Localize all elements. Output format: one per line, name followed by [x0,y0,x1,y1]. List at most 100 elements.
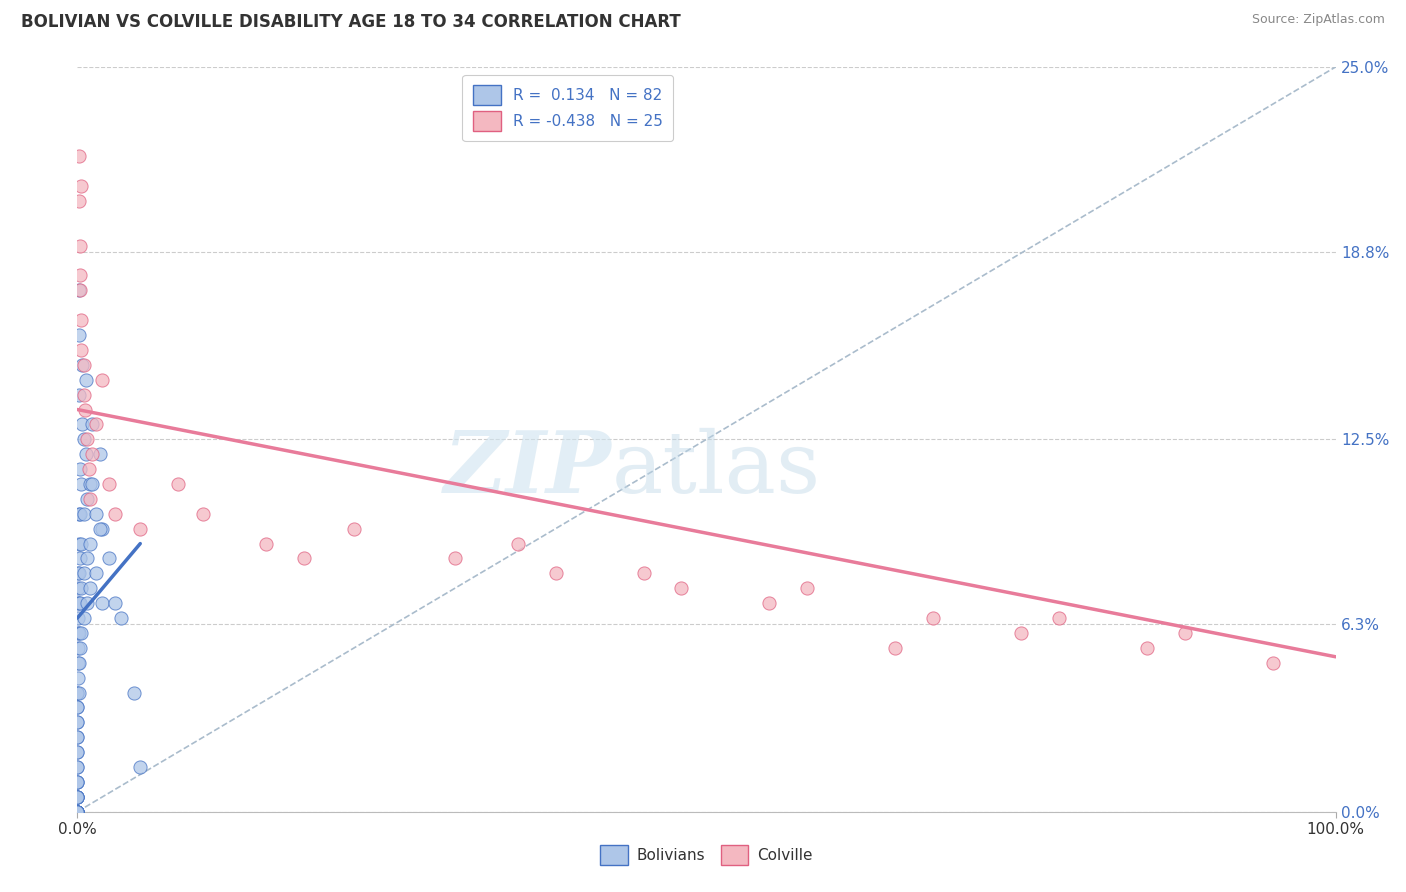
Point [70,536,93,550]
Point [884,640,907,655]
Point [72,358,94,372]
Point [110,611,132,625]
Point [66,596,89,610]
Point [254,536,277,550]
Point [1136,640,1159,655]
Point [66,805,89,819]
Point [72,387,94,401]
Point [67,566,90,581]
Point [66,805,89,819]
Point [66,789,89,804]
Point [91,596,114,610]
Point [66,775,89,789]
Point [66,730,89,744]
Point [66,715,89,730]
Point [66,805,89,819]
Point [66,775,89,789]
Point [67,626,90,640]
Point [69,551,91,566]
Point [70,626,93,640]
Point [66,640,89,655]
Point [76,551,98,566]
Point [671,582,693,596]
Point [66,685,89,699]
Point [69,238,91,252]
Point [70,313,93,327]
Point [69,268,91,283]
Point [292,551,315,566]
Point [66,715,89,730]
Point [758,596,780,610]
Point [66,760,89,774]
Point [66,775,89,789]
Point [72,433,94,447]
Point [66,805,89,819]
Point [66,789,89,804]
Point [70,582,93,596]
Point [84,507,107,521]
Point [72,566,94,581]
Text: atlas: atlas [612,427,821,511]
Point [79,491,101,506]
Point [66,805,89,819]
Point [67,328,90,343]
Point [79,536,101,550]
Point [72,611,94,625]
Point [97,477,120,491]
Point [104,507,127,521]
Point [73,402,96,417]
Point [69,640,91,655]
Point [67,387,90,401]
Point [70,477,93,491]
Point [89,522,111,536]
Point [66,745,89,759]
Point [1174,626,1197,640]
Point [67,149,90,163]
Point [66,789,89,804]
Point [796,582,818,596]
Point [89,447,111,461]
Point [69,507,91,521]
Point [129,760,152,774]
Point [72,417,94,432]
Point [66,566,89,581]
Point [66,789,89,804]
Point [67,536,90,550]
Point [633,566,655,581]
Point [91,522,114,536]
Point [72,358,94,372]
Point [66,656,89,670]
Point [82,417,104,432]
Point [66,805,89,819]
Point [97,551,120,566]
Point [66,760,89,774]
Point [66,805,89,819]
Point [343,522,366,536]
Point [66,805,89,819]
Point [66,700,89,714]
Point [79,477,101,491]
Point [66,626,89,640]
Point [544,566,567,581]
Point [66,745,89,759]
Point [69,596,91,610]
Point [66,582,89,596]
Point [67,685,90,699]
Point [79,582,101,596]
Point [66,700,89,714]
Point [70,343,93,357]
Text: Source: ZipAtlas.com: Source: ZipAtlas.com [1251,13,1385,27]
Point [129,522,152,536]
Point [82,447,104,461]
Point [75,447,97,461]
Point [506,536,529,550]
Point [444,551,467,566]
Point [67,284,90,298]
Point [77,462,100,476]
Point [66,789,89,804]
Point [122,685,145,699]
Text: ZIP: ZIP [444,427,612,511]
Text: BOLIVIAN VS COLVILLE DISABILITY AGE 18 TO 34 CORRELATION CHART: BOLIVIAN VS COLVILLE DISABILITY AGE 18 T… [21,13,681,31]
Point [84,566,107,581]
Point [76,433,98,447]
